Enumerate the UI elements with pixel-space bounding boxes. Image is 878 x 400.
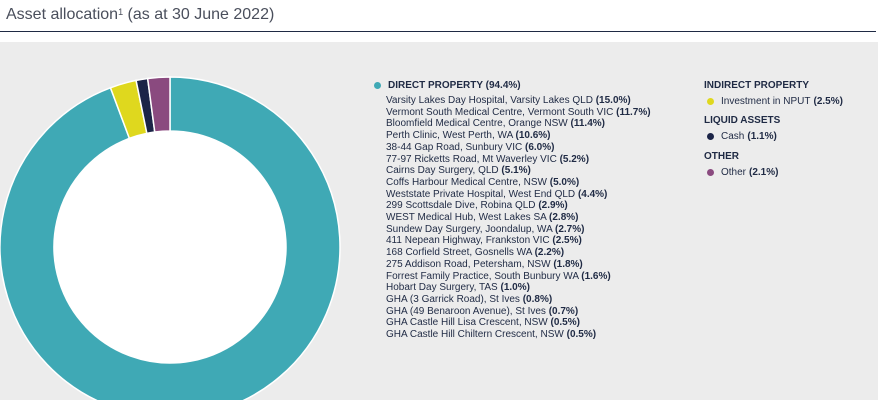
- direct-property-item: 299 Scottsdale Dive, Robina QLD (2.9%): [386, 200, 651, 212]
- nput-swatch: [707, 98, 714, 105]
- property-name: GHA Castle Hill Chiltern Crescent, NSW: [386, 329, 564, 341]
- direct-property-item: Sundew Day Surgery, Joondalup, WA (2.7%): [386, 224, 651, 236]
- property-name: Bloomfield Medical Centre, Orange NSW: [386, 118, 568, 130]
- property-name: GHA (49 Benaroon Avenue), St Ives: [386, 305, 546, 317]
- property-name: Cairns Day Surgery, QLD: [386, 165, 499, 177]
- title-suffix: (as at 30 June 2022): [123, 6, 275, 23]
- direct-property-item: GHA (49 Benaroon Avenue), St Ives (0.7%): [386, 306, 651, 318]
- other-heading: OTHER: [704, 151, 739, 162]
- direct-property-list: Varsity Lakes Day Hospital, Varsity Lake…: [386, 95, 651, 341]
- property-percent: (5.1%): [501, 165, 531, 177]
- property-name: WEST Medical Hub, West Lakes SA: [386, 212, 547, 224]
- property-percent: (1.6%): [581, 270, 611, 282]
- property-name: Vermont South Medical Centre, Vermont So…: [386, 106, 617, 118]
- property-percent: (1.0%): [500, 282, 530, 294]
- direct-property-item: Coffs Harbour Medical Centre, NSW (5.0%): [386, 177, 651, 189]
- direct-property-item: 168 Corfield Street, Gosnells WA (2.2%): [386, 247, 651, 259]
- header-bar: Asset allocation1 (as at 30 June 2022): [0, 0, 876, 32]
- title-text: Asset allocation: [6, 6, 119, 23]
- cash-label: Cash: [721, 131, 745, 142]
- title-footnote-marker: 1: [118, 7, 124, 17]
- donut-hole: [54, 131, 286, 363]
- direct-property-legend: DIRECT PROPERTY (94.4%) Varsity Lakes Da…: [374, 80, 651, 341]
- property-percent: (2.2%): [534, 247, 565, 259]
- property-name: Hobart Day Surgery, TAS: [386, 282, 498, 294]
- property-percent: (10.6%): [515, 130, 551, 142]
- legend-item-other: Other (2.1%): [707, 167, 843, 178]
- property-percent: (5.0%): [549, 176, 580, 188]
- property-name: Varsity Lakes Day Hospital, Varsity Lake…: [386, 95, 593, 106]
- property-percent: (15.0%): [595, 95, 631, 106]
- other-percent: (2.1%): [749, 167, 779, 178]
- legend-item-cash: Cash (1.1%): [707, 131, 843, 142]
- direct-property-item: GHA Castle Hill Lisa Crescent, NSW (0.5%…: [386, 317, 651, 329]
- direct-property-heading: DIRECT PROPERTY (94.4%): [388, 80, 521, 91]
- category-legend: INDIRECT PROPERTY Investment in NPUT (2.…: [704, 80, 843, 178]
- property-name: Sundew Day Surgery, Joondalup, WA: [386, 223, 553, 235]
- property-percent: (2.7%): [554, 223, 585, 235]
- property-name: GHA Castle Hill Lisa Crescent, NSW: [386, 317, 548, 329]
- property-percent: (0.5%): [566, 329, 597, 341]
- direct-property-item: Perth Clinic, West Perth, WA (10.6%): [386, 130, 651, 142]
- direct-property-item: Cairns Day Surgery, QLD (5.1%): [386, 165, 651, 177]
- property-percent: (0.7%): [548, 305, 579, 317]
- cash-percent: (1.1%): [747, 131, 777, 142]
- direct-property-item: Vermont South Medical Centre, Vermont So…: [386, 107, 651, 119]
- property-name: 77-97 Ricketts Road, Mt Waverley VIC: [386, 153, 557, 165]
- direct-property-item: 275 Addison Road, Petersham, NSW (1.8%): [386, 259, 651, 271]
- legend-heading-direct: DIRECT PROPERTY (94.4%): [374, 80, 651, 91]
- property-name: Perth Clinic, West Perth, WA: [386, 130, 513, 142]
- other-swatch: [707, 169, 714, 176]
- property-percent: (1.8%): [553, 258, 583, 270]
- property-percent: (0.5%): [550, 317, 580, 329]
- direct-property-item: 411 Nepean Highway, Frankston VIC (2.5%): [386, 235, 651, 247]
- direct-property-item: Weststate Private Hospital, West End QLD…: [386, 189, 651, 201]
- nput-percent: (2.5%): [813, 96, 843, 107]
- property-percent: (0.8%): [522, 293, 553, 305]
- indirect-property-heading: INDIRECT PROPERTY: [704, 80, 810, 91]
- property-percent: (2.9%): [538, 200, 568, 212]
- property-percent: (5.2%): [559, 153, 590, 165]
- property-name: Forrest Family Practice, South Bunbury W…: [386, 270, 579, 282]
- direct-property-item: WEST Medical Hub, West Lakes SA (2.8%): [386, 212, 651, 224]
- property-percent: (6.0%): [524, 141, 555, 153]
- property-percent: (11.4%): [570, 118, 605, 130]
- direct-property-item: 38-44 Gap Road, Sunbury VIC (6.0%): [386, 142, 651, 154]
- direct-property-item: Hobart Day Surgery, TAS (1.0%): [386, 282, 651, 294]
- other-label: Other: [721, 167, 747, 178]
- direct-property-swatch: [374, 82, 381, 89]
- liquid-assets-heading: LIQUID ASSETS: [704, 115, 781, 126]
- direct-property-item: Bloomfield Medical Centre, Orange NSW (1…: [386, 118, 651, 130]
- nput-label: Investment in NPUT: [721, 96, 811, 107]
- direct-property-item: Forrest Family Practice, South Bunbury W…: [386, 271, 651, 283]
- direct-property-item: 77-97 Ricketts Road, Mt Waverley VIC (5.…: [386, 154, 651, 166]
- direct-property-item: Varsity Lakes Day Hospital, Varsity Lake…: [386, 95, 651, 107]
- direct-property-item: GHA Castle Hill Chiltern Crescent, NSW (…: [386, 329, 651, 341]
- property-name: 411 Nepean Highway, Frankston VIC: [386, 235, 550, 247]
- property-name: 275 Addison Road, Petersham, NSW: [386, 258, 551, 270]
- property-percent: (4.4%): [577, 188, 608, 200]
- property-percent: (2.8%): [549, 212, 579, 224]
- property-name: 38-44 Gap Road, Sunbury VIC: [386, 141, 523, 153]
- donut-chart: [0, 76, 341, 400]
- property-name: 299 Scottsdale Dive, Robina QLD: [386, 200, 536, 212]
- property-percent: (2.5%): [552, 235, 582, 247]
- direct-property-item: GHA (3 Garrick Road), St Ives (0.8%): [386, 294, 651, 306]
- property-name: 168 Corfield Street, Gosnells WA: [386, 247, 532, 259]
- property-name: Weststate Private Hospital, West End QLD: [386, 188, 576, 200]
- cash-swatch: [707, 133, 714, 140]
- property-name: GHA (3 Garrick Road), St Ives: [386, 293, 520, 305]
- legend-item-nput: Investment in NPUT (2.5%): [707, 96, 843, 107]
- page-title: Asset allocation1 (as at 30 June 2022): [6, 6, 274, 24]
- property-name: Coffs Harbour Medical Centre, NSW: [386, 176, 547, 188]
- property-percent: (11.7%): [616, 106, 651, 118]
